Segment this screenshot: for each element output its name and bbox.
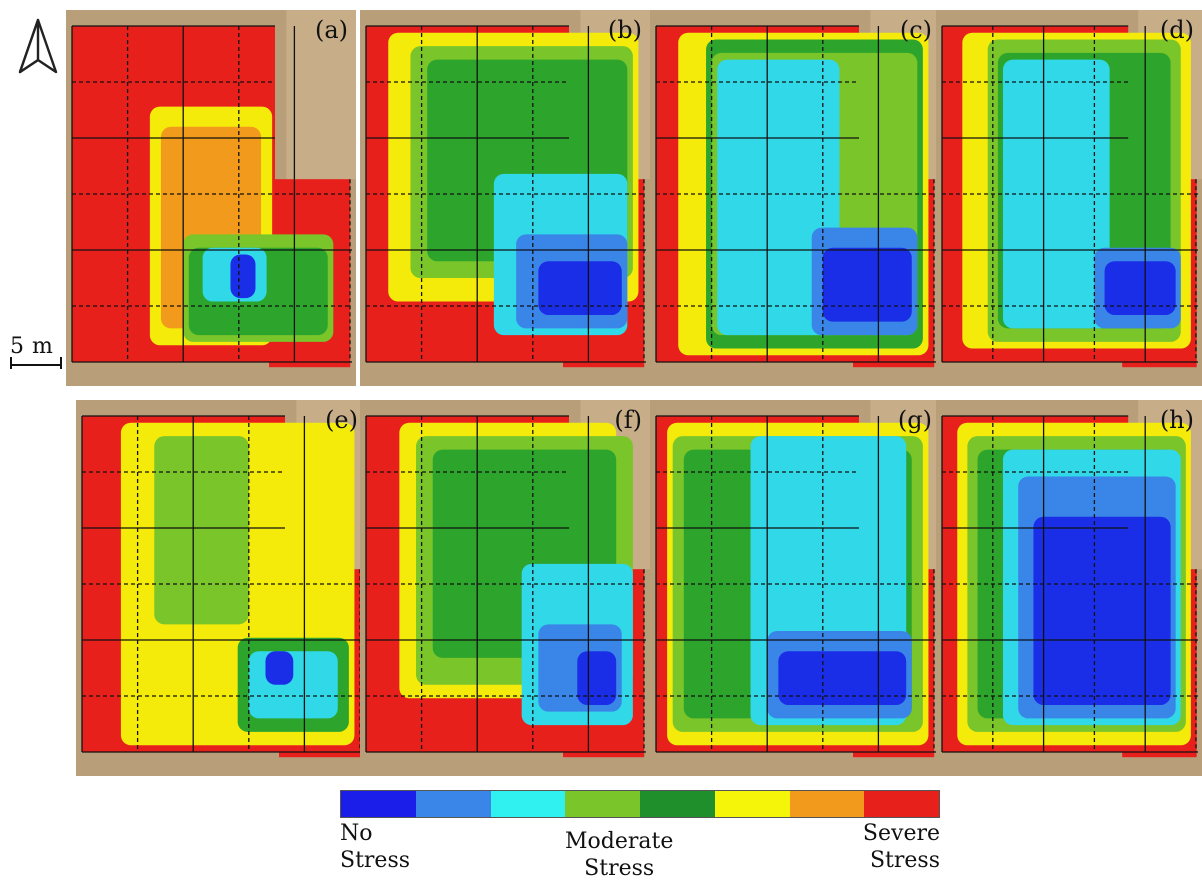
stress-zone-6 <box>577 651 617 705</box>
legend-swatch-1 <box>341 791 416 817</box>
stress-zone-5 <box>265 651 294 685</box>
stress-zone-4 <box>717 59 840 336</box>
scale-bar-tick-left <box>10 357 12 369</box>
stress-zone-6 <box>778 651 907 705</box>
legend-swatch-4 <box>565 791 640 817</box>
legend-high-line2: Stress <box>869 848 940 873</box>
legend-low-line1: No <box>340 821 373 846</box>
map-panel-f: (f) <box>360 400 650 776</box>
legend-swatch-5 <box>640 791 715 817</box>
map-panel-d-image <box>936 10 1202 386</box>
scale-label: 5 m <box>10 334 54 359</box>
legend-mid-label: Moderate Stress <box>565 828 673 882</box>
map-panel-a-image <box>66 10 356 386</box>
map-panel-f-image <box>360 400 650 776</box>
map-panel-c-image <box>650 10 940 386</box>
panel-label-a: (a) <box>314 16 348 44</box>
legend-swatch-3 <box>490 791 566 817</box>
legend-mid-line2: Stress <box>584 856 655 881</box>
stress-zone-6 <box>230 254 256 299</box>
panel-label-b: (b) <box>607 16 642 44</box>
panel-label-e: (e) <box>325 406 358 434</box>
panel-label-h: (h) <box>1159 406 1194 434</box>
map-panel-e-image <box>76 400 366 776</box>
map-panel-g-image <box>650 400 940 776</box>
legend-mid-line1: Moderate <box>565 829 674 854</box>
panel-label-c: (c) <box>899 16 932 44</box>
soil-patch <box>286 10 356 180</box>
stress-zone-2 <box>154 436 249 625</box>
stress-zone-6 <box>1033 516 1171 705</box>
map-panel-b-image <box>360 10 650 386</box>
stress-color-legend <box>340 790 940 818</box>
legend-low-line2: Stress <box>340 848 411 873</box>
legend-swatch-8 <box>864 791 939 817</box>
panel-label-f: (f) <box>614 406 642 434</box>
legend-swatch-7 <box>789 791 865 817</box>
legend-swatch-2 <box>415 791 491 817</box>
map-panel-e: (e) <box>76 400 366 776</box>
map-panel-h-image <box>936 400 1202 776</box>
scale-bar-tick-right <box>60 357 62 369</box>
map-panel-b: (b) <box>360 10 650 386</box>
stress-zone-6 <box>538 261 622 315</box>
panel-label-d: (d) <box>1159 16 1194 44</box>
map-panel-d: (d) <box>936 10 1202 386</box>
panel-label-g: (g) <box>897 406 932 434</box>
north-arrow-icon <box>18 18 58 74</box>
legend-high-line1: Severe <box>862 821 940 846</box>
map-panel-h: (h) <box>936 400 1202 776</box>
legend-low-label: No Stress <box>340 820 410 874</box>
map-panel-a: (a) <box>66 10 356 386</box>
map-panel-g: (g) <box>650 400 940 776</box>
legend-high-label: Severe Stress <box>863 820 940 874</box>
stress-zone-6 <box>1104 261 1176 315</box>
legend-swatch-6 <box>714 791 790 817</box>
map-panel-c: (c) <box>650 10 940 386</box>
stress-zone-6 <box>822 247 912 322</box>
scale-bar <box>10 364 62 366</box>
